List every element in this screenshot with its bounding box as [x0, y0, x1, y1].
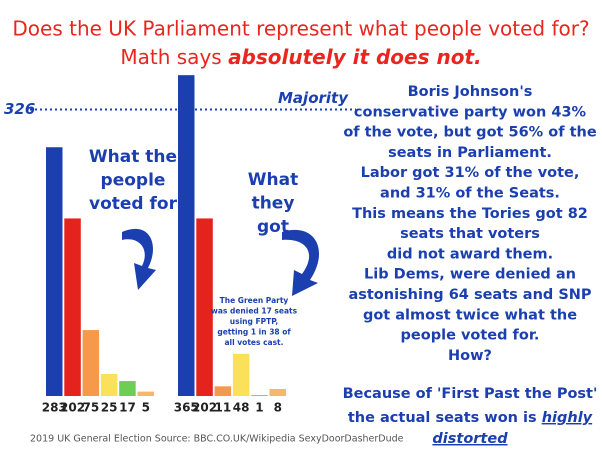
conclusion-text: the actual seats won is — [348, 410, 537, 426]
value-label: 283 — [42, 401, 67, 415]
value-label: 365 — [174, 401, 199, 415]
source: 2019 UK General Election Source: BBC.CO.… — [30, 434, 404, 445]
body-line: people voted for. — [401, 328, 540, 344]
body-line: conservative party won 43% — [354, 104, 587, 120]
bar — [196, 218, 213, 396]
value-label: 1 — [255, 401, 263, 415]
value-label: 5 — [142, 401, 150, 415]
value-label: 202 — [192, 401, 217, 415]
conclusion-line: the actual seats won is highly — [348, 410, 593, 426]
bar — [178, 75, 195, 396]
body-line: seats in Parliament. — [388, 145, 552, 161]
group-title: What — [248, 170, 298, 190]
group-title: voted for — [89, 194, 178, 214]
body-line: got almost twice what the — [363, 307, 577, 323]
value-label: 8 — [274, 401, 282, 415]
body-line: Lib Dems, were denied an — [364, 267, 576, 283]
subtitle-text: Math says — [120, 45, 221, 69]
body-line: astonishing 64 seats and SNP — [348, 287, 591, 303]
bar — [100, 374, 118, 396]
note: getting 1 in 38 of — [217, 328, 291, 337]
body-line: How? — [448, 348, 492, 364]
bar — [46, 147, 63, 396]
majority-value: 326 — [4, 100, 35, 118]
bar — [269, 388, 286, 396]
value-label: 25 — [101, 401, 118, 415]
subtitle: Math says absolutely it does not. — [120, 45, 481, 69]
bar — [232, 353, 250, 396]
body-line: seats that voters — [400, 226, 540, 242]
group-title: people — [101, 171, 166, 191]
note: all votes cast. — [224, 338, 283, 347]
conclusion-emphasis: distorted — [432, 431, 508, 447]
bar — [82, 330, 100, 396]
body-line: and 31% of the Seats. — [380, 186, 560, 202]
subtitle-emphasis: absolutely it does not. — [228, 45, 482, 69]
bar — [119, 381, 136, 396]
value-label: 17 — [119, 401, 136, 415]
arrow — [282, 229, 320, 296]
bar — [64, 218, 81, 396]
group-title: they — [252, 194, 295, 214]
bar — [214, 386, 232, 396]
body-line: Boris Johnson's — [408, 84, 533, 100]
arrow — [122, 228, 156, 290]
value-label: 75 — [82, 401, 99, 415]
body-line: did not award them. — [387, 246, 553, 262]
note: using FPTP, — [230, 317, 279, 326]
group-title: got — [257, 217, 289, 237]
value-label: 48 — [233, 401, 250, 415]
body-line: This means the Tories got 82 — [352, 206, 588, 222]
majority-label: Majority — [278, 89, 349, 107]
conclusion-emphasis: highly — [542, 410, 593, 426]
conclusion-line: Because of 'First Past the Post' — [343, 386, 598, 402]
bar — [251, 395, 268, 396]
bar — [137, 391, 154, 396]
note: The Green Party — [220, 296, 289, 305]
body-line: Labor got 31% of the vote, — [361, 165, 580, 181]
value-label: 202 — [60, 401, 85, 415]
body-line: of the vote, but got 56% of the — [343, 125, 597, 141]
group-title: What the — [89, 147, 177, 167]
title: Does the UK Parliament represent what pe… — [12, 17, 589, 41]
value-label: 11 — [214, 401, 231, 415]
note: was denied 17 seats — [211, 307, 298, 316]
